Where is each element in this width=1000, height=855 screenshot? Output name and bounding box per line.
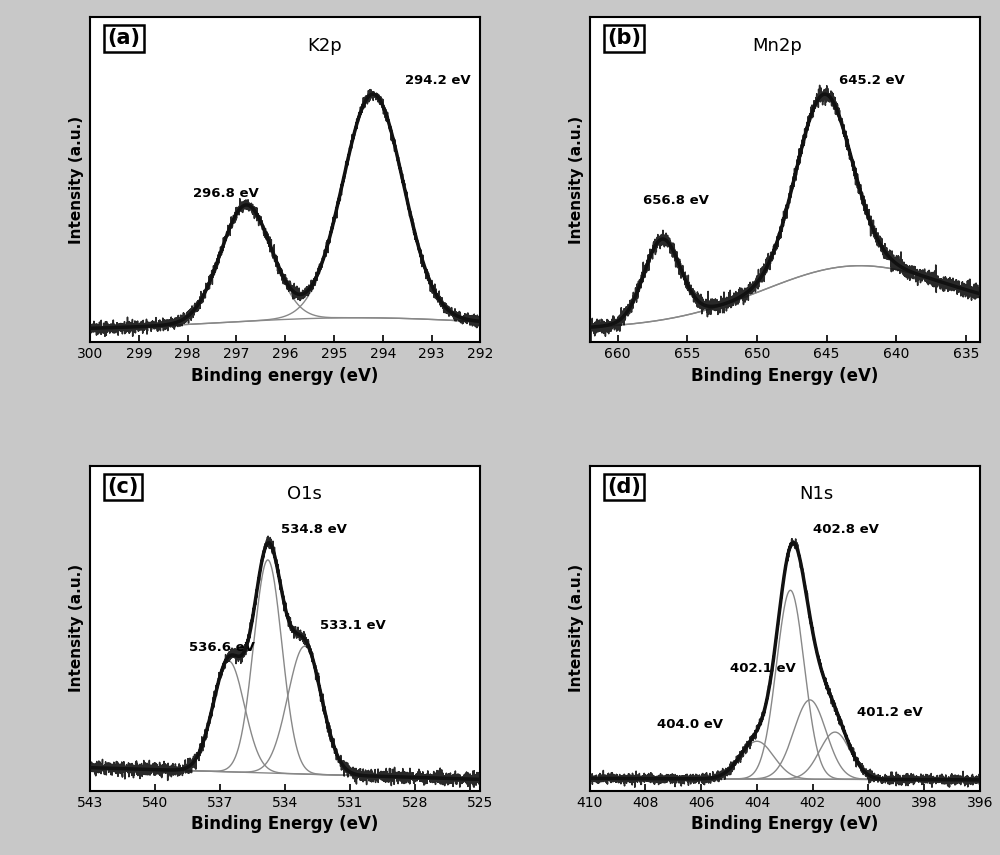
Text: 656.8 eV: 656.8 eV	[643, 194, 709, 208]
Text: O1s: O1s	[287, 486, 322, 504]
Y-axis label: Intensity (a.u.): Intensity (a.u.)	[69, 115, 84, 244]
Y-axis label: Intensity (a.u.): Intensity (a.u.)	[569, 564, 584, 693]
Text: (d): (d)	[607, 477, 641, 497]
Text: 296.8 eV: 296.8 eV	[193, 187, 258, 200]
Text: 645.2 eV: 645.2 eV	[839, 74, 905, 87]
Text: Mn2p: Mn2p	[752, 37, 802, 55]
X-axis label: Binding Energy (eV): Binding Energy (eV)	[691, 816, 879, 834]
Text: 404.0 eV: 404.0 eV	[657, 717, 723, 731]
Y-axis label: Intensity (a.u.): Intensity (a.u.)	[569, 115, 584, 244]
Text: 536.6 eV: 536.6 eV	[189, 640, 255, 653]
Text: K2p: K2p	[307, 37, 342, 55]
Text: (c): (c)	[108, 477, 139, 497]
Text: N1s: N1s	[799, 486, 833, 504]
X-axis label: Binding energy (eV): Binding energy (eV)	[191, 367, 379, 385]
Text: 402.1 eV: 402.1 eV	[730, 663, 796, 675]
Text: 401.2 eV: 401.2 eV	[857, 705, 923, 718]
Text: 533.1 eV: 533.1 eV	[320, 619, 386, 632]
Text: (b): (b)	[607, 28, 641, 49]
X-axis label: Binding Energy (eV): Binding Energy (eV)	[691, 367, 879, 385]
Text: (a): (a)	[108, 28, 141, 49]
X-axis label: Binding Energy (eV): Binding Energy (eV)	[191, 816, 379, 834]
Text: 534.8 eV: 534.8 eV	[281, 522, 347, 535]
Y-axis label: Intensity (a.u.): Intensity (a.u.)	[69, 564, 84, 693]
Text: 294.2 eV: 294.2 eV	[405, 74, 470, 87]
Text: 402.8 eV: 402.8 eV	[813, 522, 879, 535]
